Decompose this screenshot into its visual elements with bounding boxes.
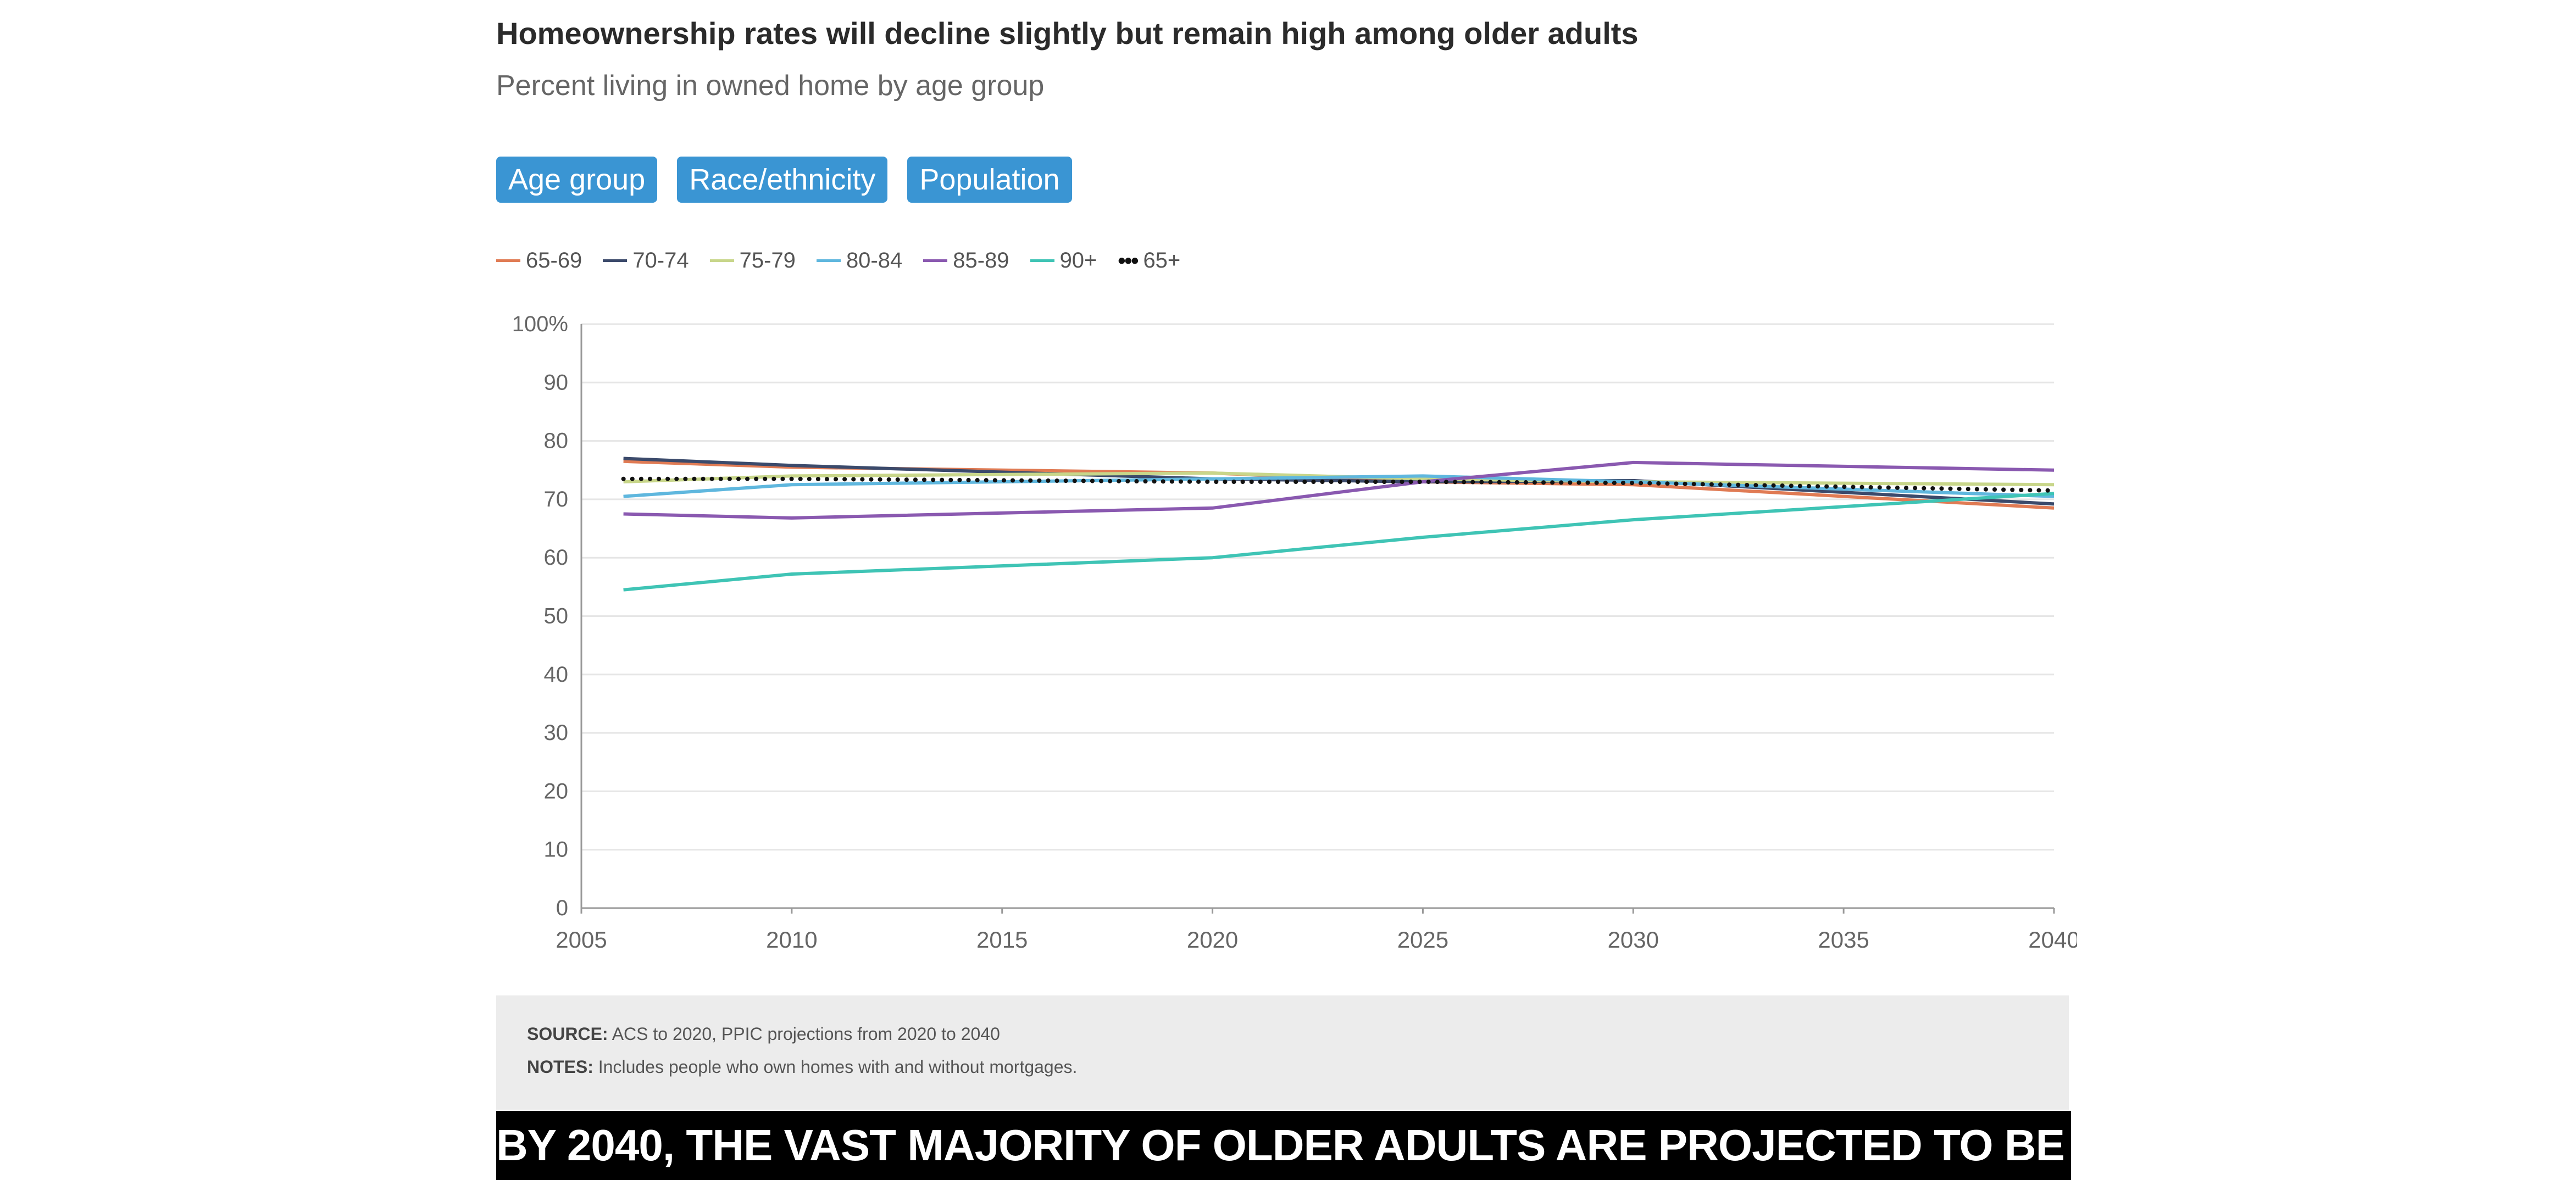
tab-race-ethnicity[interactable]: Race/ethnicity xyxy=(677,157,888,203)
legend-label: 70-74 xyxy=(632,248,689,272)
chart-title: Homeownership rates will decline slightl… xyxy=(496,16,1639,51)
y-tick-label: 20 xyxy=(544,779,569,803)
legend-item-90plus: 90+ xyxy=(1030,248,1097,273)
y-tick-label: 0 xyxy=(556,896,568,920)
legend-swatch xyxy=(816,259,841,262)
legend-swatch xyxy=(603,259,628,262)
y-tick-label: 40 xyxy=(544,663,569,687)
legend-item-65plus: ••• 65+ xyxy=(1118,248,1180,273)
source-notes-box: SOURCE: ACS to 2020, PPIC projections fr… xyxy=(496,995,2069,1110)
y-tick-label: 10 xyxy=(544,838,569,862)
legend-swatch xyxy=(923,259,948,262)
y-tick-label: 70 xyxy=(544,487,569,511)
x-tick-label: 2010 xyxy=(766,927,817,953)
y-tick-label: 30 xyxy=(544,721,569,745)
legend-swatch xyxy=(496,259,520,262)
legend-item-85-89: 85-89 xyxy=(923,248,1009,273)
legend-item-80-84: 80-84 xyxy=(816,248,903,273)
chart-subtitle: Percent living in owned home by age grou… xyxy=(496,70,1045,102)
chart-legend: 65-69 70-74 75-79 80-84 85-89 90+ ••• 65+ xyxy=(496,248,1180,273)
legend-swatch xyxy=(1030,259,1054,262)
notes-text: Includes people who own homes with and w… xyxy=(598,1057,1078,1077)
y-tick-label: 90 xyxy=(544,370,569,394)
legend-swatch xyxy=(709,259,734,262)
tab-population[interactable]: Population xyxy=(907,157,1072,203)
source-text: ACS to 2020, PPIC projections from 2020 … xyxy=(612,1024,1000,1044)
legend-label: 90+ xyxy=(1059,248,1097,272)
x-tick-label: 2005 xyxy=(556,927,607,953)
y-tick-label: 100% xyxy=(512,312,568,336)
legend-label: 85-89 xyxy=(953,248,1009,272)
headline-banner: BY 2040, THE VAST MAJORITY OF OLDER ADUL… xyxy=(496,1111,2401,1180)
legend-label: 80-84 xyxy=(846,248,903,272)
x-tick-label: 2040 xyxy=(2028,927,2077,953)
source-label: SOURCE: xyxy=(527,1024,608,1044)
legend-item-65-69: 65-69 xyxy=(496,248,582,273)
x-tick-label: 2025 xyxy=(1397,927,1448,953)
x-tick-label: 2020 xyxy=(1187,927,1238,953)
x-tick-label: 2035 xyxy=(1818,927,1869,953)
legend-label: 75-79 xyxy=(739,248,796,272)
source-line: SOURCE: ACS to 2020, PPIC projections fr… xyxy=(527,1024,1000,1044)
notes-label: NOTES: xyxy=(527,1057,593,1077)
tab-age-group[interactable]: Age group xyxy=(496,157,658,203)
legend-label: 65+ xyxy=(1143,248,1181,272)
notes-line: NOTES: Includes people who own homes wit… xyxy=(527,1057,1077,1077)
legend-item-70-74: 70-74 xyxy=(603,248,689,273)
legend-item-75-79: 75-79 xyxy=(709,248,796,273)
legend-swatch: ••• xyxy=(1118,248,1139,273)
x-tick-label: 2015 xyxy=(976,927,1028,953)
series-line-90plus xyxy=(623,492,2055,592)
series-line-65plus xyxy=(621,476,2056,493)
series-line-85-89 xyxy=(623,460,2055,520)
y-tick-label: 60 xyxy=(544,546,569,570)
y-tick-label: 80 xyxy=(544,429,569,453)
tab-bar: Age group Race/ethnicity Population xyxy=(496,157,1072,203)
y-tick-label: 50 xyxy=(544,604,569,628)
legend-label: 65-69 xyxy=(526,248,582,272)
x-tick-label: 2030 xyxy=(1608,927,1659,953)
